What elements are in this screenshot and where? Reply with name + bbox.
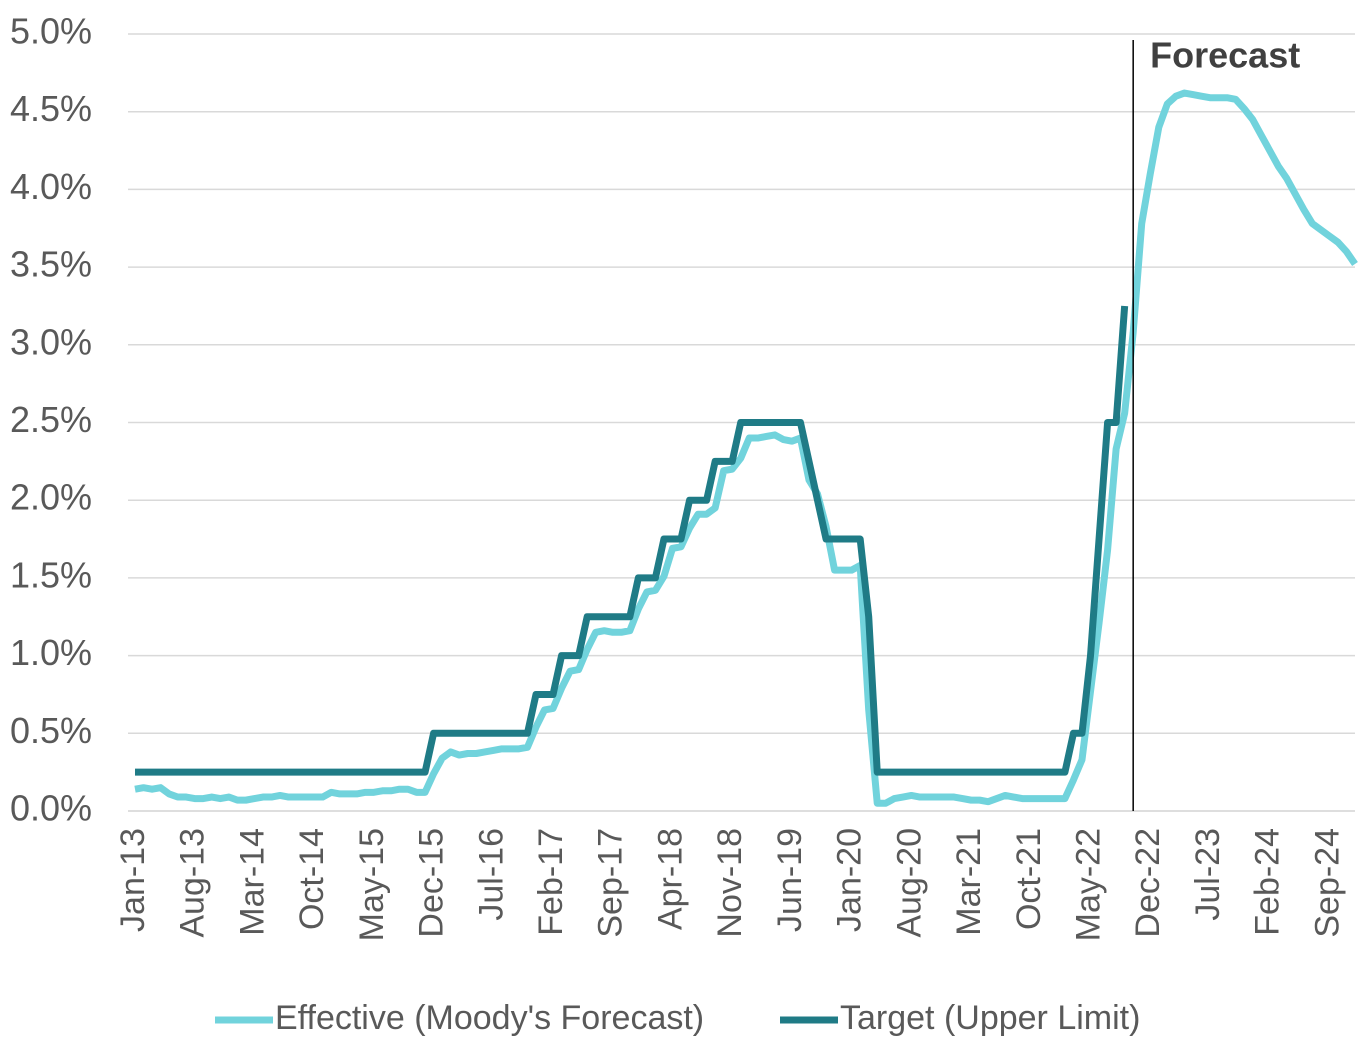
x-tick-label: Jun-19 — [771, 828, 809, 932]
x-tick-label: May-22 — [1070, 828, 1108, 941]
y-tick-label: 2.0% — [10, 477, 92, 518]
y-tick-label: 5.0% — [10, 11, 92, 52]
y-tick-label: 1.0% — [10, 632, 92, 673]
x-tick-label: Nov-18 — [711, 828, 749, 938]
x-tick-label: Jan-20 — [831, 828, 869, 932]
x-tick-label: Oct-21 — [1010, 828, 1048, 930]
y-tick-label: 0.0% — [10, 788, 92, 829]
x-tick-label: Mar-14 — [233, 828, 271, 936]
x-tick-label: Dec-22 — [1129, 828, 1167, 938]
series-line — [135, 305, 1129, 776]
x-tick-label: Mar-21 — [950, 828, 988, 936]
y-tick-label: 4.5% — [10, 88, 92, 129]
x-tick-label: Feb-24 — [1249, 828, 1287, 936]
y-tick-label: 1.5% — [10, 554, 92, 595]
x-tick-label: Dec-15 — [413, 828, 451, 938]
x-tick-label: Jul-16 — [472, 828, 510, 921]
x-tick-label: Oct-14 — [293, 828, 331, 930]
x-tick-label: Sep-17 — [592, 828, 630, 938]
x-tick-label: Jan-13 — [114, 828, 152, 932]
x-tick-label: Aug-13 — [174, 828, 212, 938]
x-tick-label: Sep-24 — [1308, 828, 1346, 938]
y-tick-label: 4.0% — [10, 166, 92, 207]
x-tick-label: Jul-23 — [1189, 828, 1227, 921]
x-tick-label: Apr-18 — [651, 828, 689, 930]
legend-label: Effective (Moody's Forecast) — [275, 999, 704, 1037]
series-line — [134, 89, 1358, 807]
y-tick-label: 2.5% — [10, 399, 92, 440]
x-tick-label: Aug-20 — [890, 828, 928, 938]
y-tick-label: 3.0% — [10, 321, 92, 362]
annotation: Forecast — [1150, 35, 1300, 76]
x-tick-label: Feb-17 — [532, 828, 570, 936]
legend-label: Target (Upper Limit) — [840, 999, 1140, 1037]
y-tick-label: 3.5% — [10, 244, 92, 285]
x-tick-label: May-15 — [353, 828, 391, 941]
y-tick-label: 0.5% — [10, 710, 92, 751]
